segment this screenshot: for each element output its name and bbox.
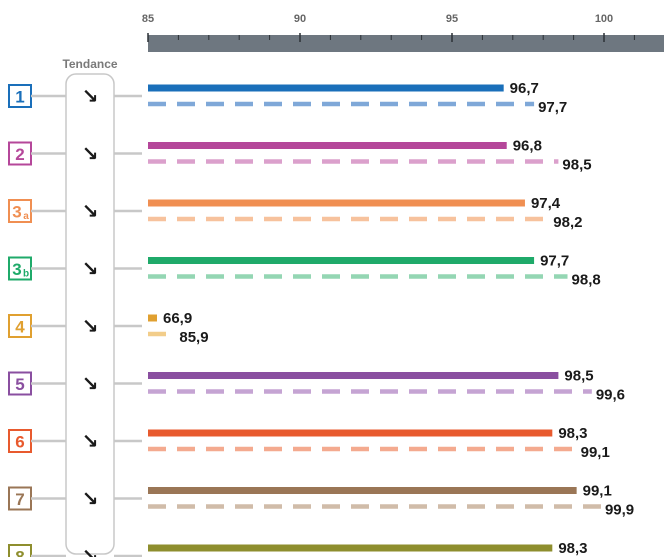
value-label-dashed: 98,5 [562,157,591,174]
row-badge-number: 3 [12,260,21,279]
value-label-solid: 97,4 [531,195,561,212]
value-label-dashed: 98,8 [572,272,601,289]
trend-arrow-icon: ↘ [82,314,99,338]
row-badge-sub: b [23,269,29,280]
axis-band [148,35,664,52]
x-axis: 85 90 95 100 [142,13,664,52]
value-label-solid: 99,1 [583,483,612,500]
trend-arrow-icon: ↘ [82,544,99,557]
value-label-solid: 98,5 [564,368,593,385]
x-tick-label: 100 [595,13,613,25]
value-label-dashed: 97,7 [538,99,567,116]
row-2: 2 ↘ 96,8 98,5 [8,138,592,174]
value-label-dashed: 99,6 [596,387,625,404]
value-label-dashed: 98,2 [553,214,582,231]
value-label-dashed: 85,9 [179,329,208,346]
trend-header: Tendance [62,57,117,71]
rows: 1 ↘ 96,797,72 ↘ 96,898,53 a ↘ 97,498,23 b ↘ 97,798… [8,80,634,557]
value-label-solid: 98,3 [558,425,587,442]
row-1: 1 ↘ 96,7 97,7 [8,80,567,116]
trend-arrow-icon: ↘ [82,429,99,453]
row-badge-number: 7 [15,490,24,509]
row-8: 7 ↘ 99,1 99,9 [8,483,634,519]
value-label-solid: 96,8 [513,138,542,155]
row-3: 3 a ↘ 97,4 98,2 [8,195,582,231]
trend-arrow-icon: ↘ [82,142,99,166]
row-5: 4 ↘ 66,9 85,9 [8,310,209,346]
value-label-dashed: 99,9 [605,502,634,519]
row-badge-number: 1 [15,88,24,107]
row-4: 3 b ↘ 97,798,8 [8,253,601,289]
value-label-dashed: 99,1 [581,444,610,461]
trend-arrow-icon: ↘ [82,84,99,108]
value-label-solid: 96,7 [510,80,539,97]
row-7: 6 ↘ 98,3 99,1 [8,425,610,461]
row-badge-number: 6 [15,433,24,452]
trend-column-frame [65,73,115,555]
trend-arrow-icon: ↘ [82,372,99,396]
row-badge-number: 3 [12,203,21,222]
row-badge-number: 4 [15,318,25,337]
row-badge-number: 2 [15,145,24,164]
row-badge-sub: a [23,211,29,222]
value-label-solid: 98,3 [558,540,587,557]
x-tick-label: 95 [446,13,458,25]
row-9: 8↘98,399,4 [8,540,588,557]
value-label-solid: 66,9 [163,310,192,327]
row-badge-number: 8 [15,548,24,557]
row-badge-number: 5 [15,375,24,394]
trend-arrow-icon: ↘ [82,199,99,223]
row-6: 5 ↘ 98,599,6 [8,368,625,404]
x-tick-label: 90 [294,13,306,25]
value-label-solid: 97,7 [540,253,569,270]
trend-arrow-icon: ↘ [82,487,99,511]
x-tick-label: 85 [142,13,154,25]
trend-arrow-icon: ↘ [82,257,99,281]
